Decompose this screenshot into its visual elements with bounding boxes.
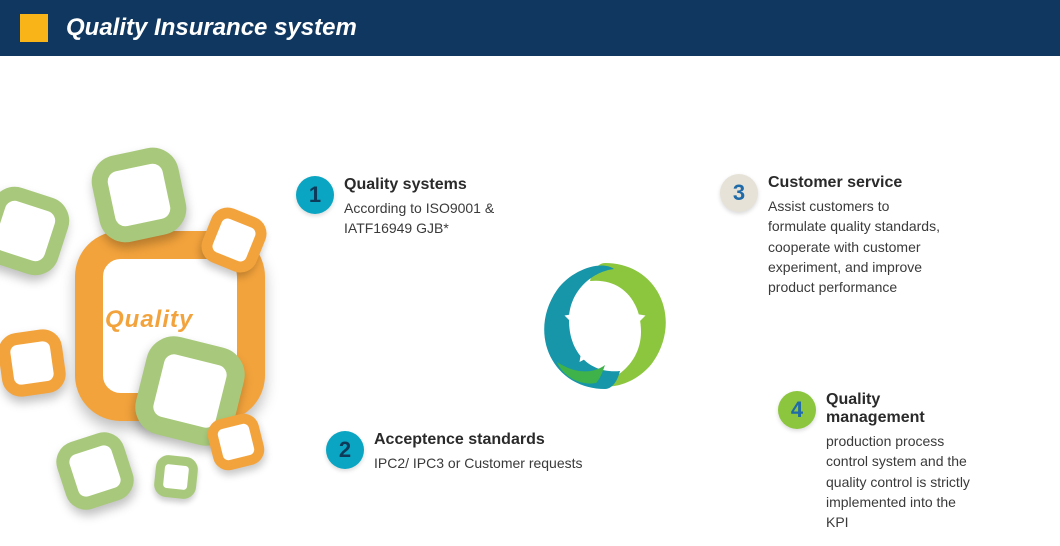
deco-square xyxy=(153,454,199,500)
item-number-badge: 4 xyxy=(778,391,816,429)
item-title: Quality systems xyxy=(344,176,546,194)
item-title: Acceptence standards xyxy=(374,431,606,449)
info-item-1: 1 Quality systems According to ISO9001 & I… xyxy=(296,176,546,239)
deco-square xyxy=(0,181,75,282)
slide-header: Quality Insurance system xyxy=(0,0,1060,56)
info-item-4: 4 Quality management production process co… xyxy=(778,391,978,532)
slide-title: Quality Insurance system xyxy=(66,14,357,42)
deco-square xyxy=(0,327,68,399)
deco-square xyxy=(51,427,139,515)
item-body: production process control system and th… xyxy=(826,431,978,532)
item-title: Quality management xyxy=(826,391,978,427)
item-title: Customer service xyxy=(768,174,940,192)
item-number-badge: 3 xyxy=(720,174,758,212)
quality-label: Quality xyxy=(105,306,193,334)
slide-body: Quality 1 Quality systems According to ISO… xyxy=(0,56,1060,546)
item-body: Assist customers to formulate quality st… xyxy=(768,196,940,297)
quality-squares-graphic: Quality xyxy=(0,56,300,536)
header-accent-square xyxy=(20,14,48,42)
item-body: IPC2/ IPC3 or Customer requests xyxy=(374,453,606,473)
item-body: According to ISO9001 & IATF16949 GJB* xyxy=(344,198,546,239)
info-item-3: 3 Customer service Assist customers to for… xyxy=(720,174,940,297)
star-swirl-graphic xyxy=(530,251,680,406)
info-item-2: 2 Acceptence standards IPC2/ IPC3 or Custo… xyxy=(326,431,606,473)
item-number-badge: 1 xyxy=(296,176,334,214)
item-number-badge: 2 xyxy=(326,431,364,469)
